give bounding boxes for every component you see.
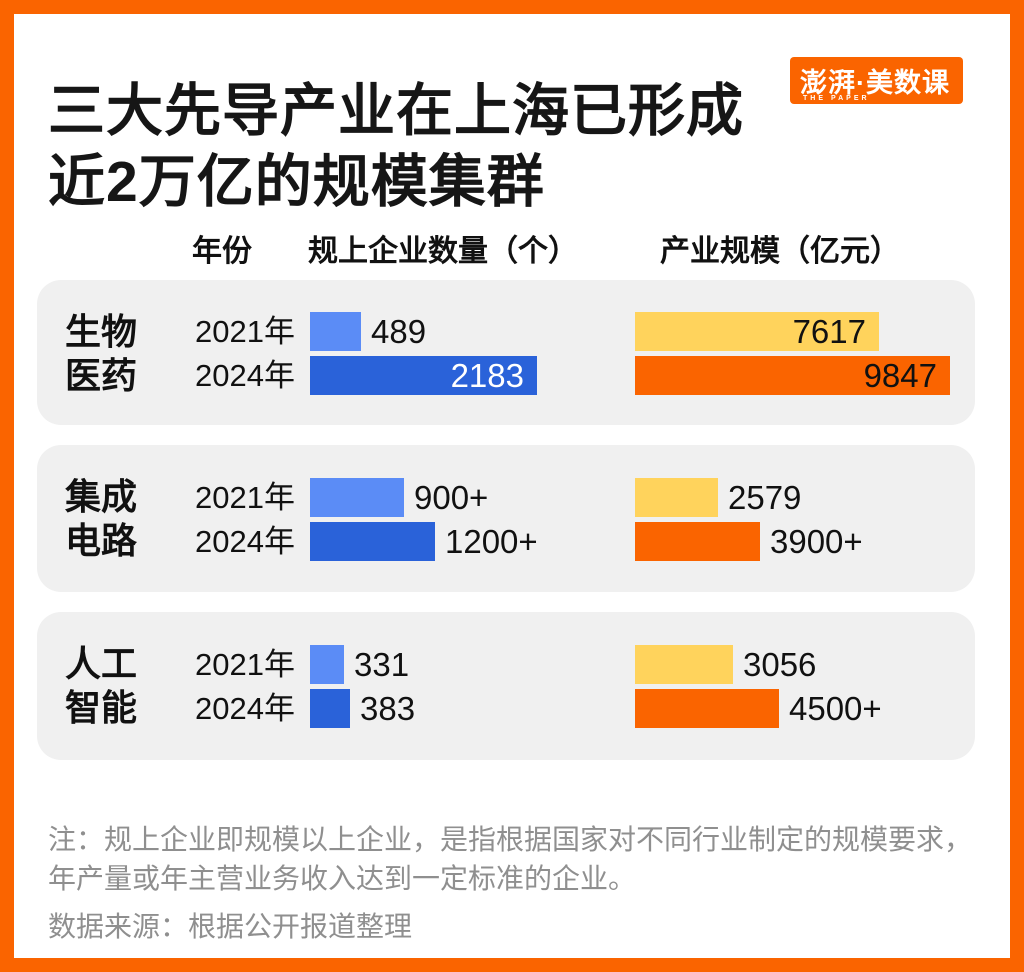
- bar-value-label: 3056: [743, 645, 817, 683]
- footnote: 注：规上企业即规模以上企业，是指根据国家对不同行业制定的规模要求，年产量或年主营…: [48, 824, 973, 894]
- brand-logo-text: 澎湃·美数课: [800, 68, 950, 98]
- year-label: 2024年: [195, 691, 295, 726]
- year-label: 2024年: [195, 358, 295, 393]
- title-line-2: 近2万亿的规模集群: [48, 150, 545, 215]
- bar-value-label: 4500+: [789, 689, 882, 727]
- industry-card-artificial-intelligence: 人工 智能 2021年 331 3056 2024年 383 4500+: [37, 612, 975, 760]
- industry-card-biomedicine: 生物 医药 2021年 489 7617 2024年 2183 9847: [37, 280, 975, 425]
- bar-company-2024: 1200+: [310, 522, 538, 561]
- bar-scale-2024: 9847: [635, 356, 950, 395]
- bar-value-label: 3900+: [770, 522, 863, 560]
- bar-company-2021: 331: [310, 645, 409, 684]
- bar-value-label: 2183: [450, 356, 524, 394]
- bar-company-2021: 489: [310, 312, 426, 351]
- page-title: 三大先导产业在上海已形成 近2万亿的规模集群: [48, 76, 744, 218]
- bar-scale-2024: 3900+: [635, 522, 863, 561]
- brand-logo: 澎湃·美数课 THE PAPER: [790, 57, 963, 104]
- bar-scale-2021: 7617: [635, 312, 879, 351]
- column-header-company-count: 规上企业数量（个）: [308, 235, 578, 268]
- industry-label-biomedicine: 生物 医药: [65, 311, 138, 396]
- bar-scale-2021: 3056: [635, 645, 816, 684]
- bar-value-label: 331: [354, 645, 410, 683]
- column-header-year: 年份: [192, 235, 252, 268]
- bar-scale-2021: 2579: [635, 478, 801, 517]
- bar-value-label: 9847: [863, 356, 937, 394]
- bar-value-label: 900+: [414, 478, 489, 516]
- year-label: 2024年: [195, 524, 295, 559]
- bar-company-2024: 383: [310, 689, 415, 728]
- industry-card-integrated-circuits: 集成 电路 2021年 900+ 2579 2024年 1200+ 3900+: [37, 445, 975, 592]
- bar-value-label: 1200+: [445, 522, 538, 560]
- bar-value-label: 7617: [792, 312, 866, 350]
- column-header-industry-scale: 产业规模（亿元）: [660, 235, 900, 268]
- bar-value-label: 489: [371, 312, 427, 350]
- industry-label-artificial-intelligence: 人工 智能: [65, 643, 138, 728]
- year-label: 2021年: [195, 647, 295, 682]
- data-source: 数据来源：根据公开报道整理: [48, 911, 413, 942]
- bar-company-2024: 2183: [310, 356, 537, 395]
- year-label: 2021年: [195, 314, 295, 349]
- bar-scale-2024: 4500+: [635, 689, 882, 728]
- brand-logo-subtext: THE PAPER: [803, 95, 870, 102]
- bar-value-label: 2579: [728, 478, 802, 516]
- bar-value-label: 383: [360, 689, 416, 727]
- industry-label-integrated-circuits: 集成 电路: [65, 476, 138, 561]
- title-line-1: 三大先导产业在上海已形成: [48, 79, 744, 144]
- year-label: 2021年: [195, 480, 295, 515]
- bar-company-2021: 900+: [310, 478, 488, 517]
